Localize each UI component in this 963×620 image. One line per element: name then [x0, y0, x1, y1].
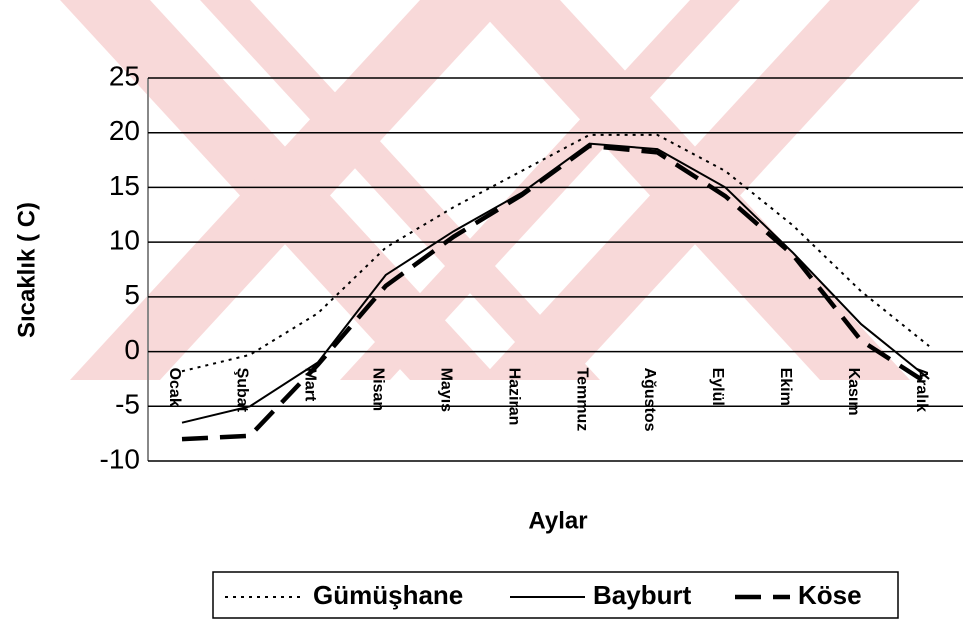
x-tick-label: Mayıs: [437, 368, 454, 413]
legend-label: Gümüşhane: [313, 580, 463, 610]
x-tick-label: Ekim: [777, 368, 794, 406]
y-tick-label: 20: [109, 115, 140, 146]
x-tick-label: Kasım: [845, 368, 862, 416]
x-tick-label: Ağustos: [641, 368, 658, 432]
series-line: [181, 133, 930, 373]
series-line: [181, 143, 931, 442]
x-tick-label: Ocak: [166, 368, 183, 407]
legend-box: [212, 571, 899, 619]
x-axis-title: Aylar: [528, 507, 587, 534]
y-tick-label: -5: [115, 389, 140, 420]
y-tick-label: -10: [100, 443, 140, 474]
y-tick-label: 25: [109, 60, 140, 91]
x-tick-label: Şubat: [234, 368, 251, 413]
x-tick-label: Haziran: [505, 368, 522, 426]
y-tick-label: 5: [124, 279, 140, 310]
y-tick-label: 15: [109, 170, 140, 201]
y-tick-label: 0: [124, 334, 140, 365]
x-tick-label: Temmuz: [573, 368, 590, 432]
x-tick-label: Mart: [302, 368, 319, 402]
y-tick-label: 10: [109, 225, 140, 256]
x-tick-label: Nisan: [370, 368, 387, 412]
watermark: [60, 0, 920, 380]
x-tick-label: Eylül: [709, 368, 726, 406]
legend-label: Köse: [798, 580, 862, 610]
legend-label: Bayburt: [593, 580, 692, 610]
y-axis-title: Sıcaklık ( C): [13, 202, 40, 338]
